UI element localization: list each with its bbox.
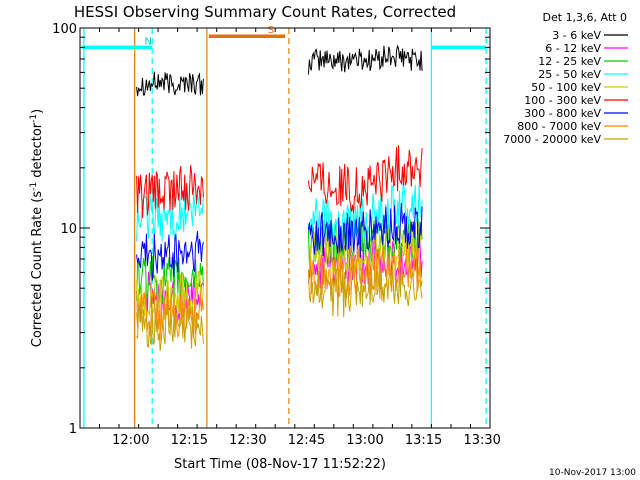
y-axis-label-mid: detector: [30, 122, 45, 182]
y-tick-label-1: 10: [60, 222, 77, 237]
series-3-segment-1: [307, 183, 423, 244]
legend-label-5: 100 - 300 keV: [524, 94, 601, 107]
series-0-segment-0: [136, 71, 204, 97]
y-axis-label-suffix: ): [30, 109, 45, 114]
bar-label-S: S: [268, 25, 274, 36]
footer-date: 10-Nov-2017 13:00: [549, 468, 636, 478]
x-tick-label-4: 13:00: [346, 433, 383, 448]
axes: 12:00 12:15 12:30 12:45 13:00 13:15 13:30 1 10 10…: [52, 22, 501, 448]
legend-label-7: 800 - 7000 keV: [517, 120, 601, 133]
legend-label-0: 3 - 6 keV: [552, 29, 601, 42]
series-8-segment-0: [136, 304, 204, 352]
x-axis-label: Start Time (08-Nov-17 11:52:22): [174, 457, 386, 472]
series-5-segment-1: [307, 145, 423, 214]
x-tick-label-2: 12:30: [229, 433, 266, 448]
series-2-segment-0: [136, 255, 204, 305]
x-tick-label-5: 13:15: [405, 433, 442, 448]
legend-label-3: 25 - 50 keV: [538, 68, 601, 81]
legend-label-2: 12 - 25 keV: [538, 55, 601, 68]
x-tick-label-3: 12:45: [288, 433, 325, 448]
series-0-segment-1: [307, 44, 423, 75]
series-8-segment-1: [307, 263, 423, 318]
series-1-segment-1: [307, 238, 423, 289]
y-axis-label-prefix: Corrected Count Rate (s: [30, 191, 45, 348]
x-tick-label-6: 13:30: [463, 433, 500, 448]
y-axis-label-sup1: -1: [29, 182, 39, 191]
x-tick-label-0: 12:00: [112, 433, 149, 448]
series-6-segment-1: [307, 202, 423, 258]
legend-label-4: 50 - 100 keV: [531, 81, 601, 94]
y-axis-label: Corrected Count Rate (s-1 detector-1): [29, 109, 45, 347]
y-axis-label-sup2: -1: [29, 114, 39, 123]
legend-label-6: 300 - 800 keV: [524, 107, 601, 120]
bar-label-N: N: [144, 36, 151, 47]
x-tick-label-1: 12:15: [171, 433, 208, 448]
chart-title: HESSI Observing Summary Count Rates, Cor…: [74, 3, 456, 21]
series-5-segment-0: [136, 165, 204, 219]
plot-area: NS: [82, 25, 487, 428]
series-6-segment-0: [136, 231, 204, 281]
legend-label-1: 6 - 12 keV: [545, 42, 601, 55]
legend-header: Det 1,3,6, Att 0: [543, 11, 627, 24]
y-tick-label-0: 1: [69, 422, 77, 437]
y-tick-label-2: 100: [52, 22, 77, 37]
legend-label-8: 7000 - 20000 keV: [503, 133, 601, 146]
